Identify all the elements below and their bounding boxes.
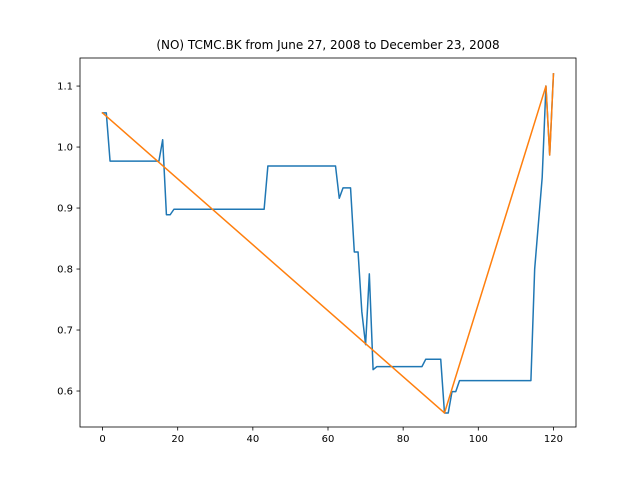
y-tick-label: 0.6	[57, 387, 73, 398]
y-tick-label: 1.0	[57, 143, 73, 154]
x-tick-label: 120	[544, 434, 563, 445]
x-tick-label: 100	[469, 434, 488, 445]
x-tick-label: 20	[171, 434, 184, 445]
y-tick-label: 0.9	[57, 204, 73, 215]
y-tick-label: 1.1	[57, 82, 73, 93]
plot-area	[101, 73, 555, 414]
series-line-2	[101, 73, 555, 414]
x-tick-label: 80	[397, 434, 410, 445]
x-tick-label: 60	[322, 434, 335, 445]
x-tick-label: 40	[246, 434, 259, 445]
y-tick-label: 0.8	[57, 265, 73, 276]
y-tick-label: 0.7	[57, 326, 73, 337]
axes: 0 20 40 60 80 100 120 0.6 0.7 0.8 0.9 1.0 1.1	[57, 57, 577, 445]
chart-title: (NO) TCMC.BK from June 27, 2008 to Decem…	[156, 38, 499, 52]
x-tick-label: 0	[99, 434, 105, 445]
